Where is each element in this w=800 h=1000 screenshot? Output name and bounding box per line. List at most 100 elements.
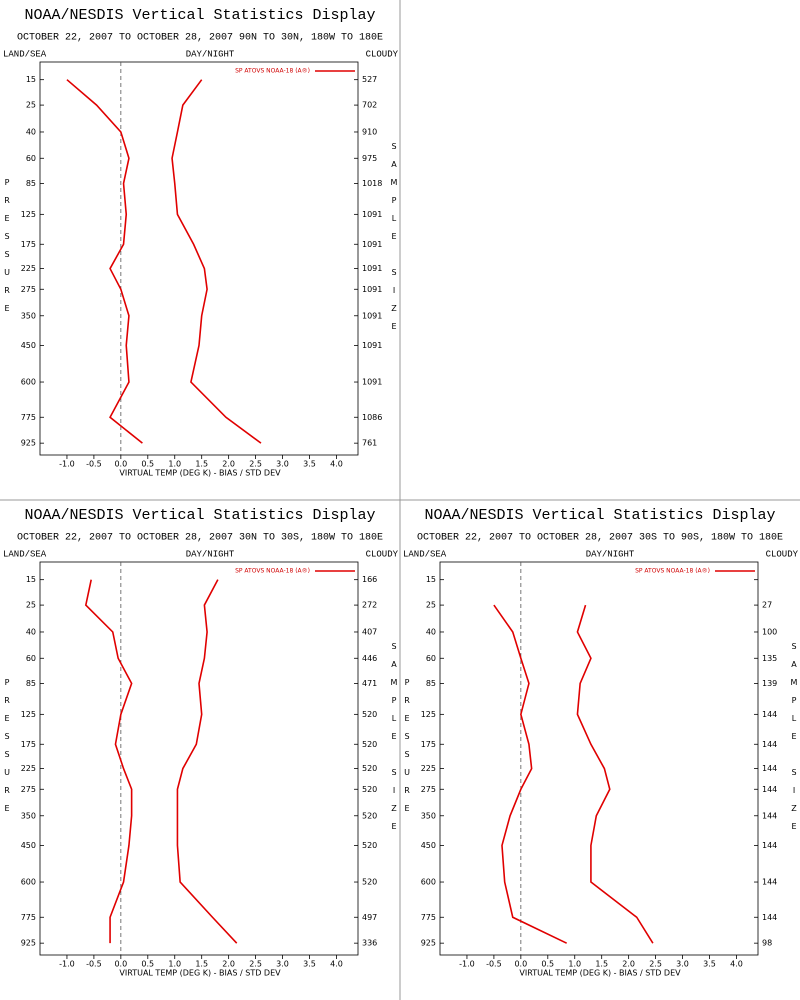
header-right: CLOUDY [366,49,399,59]
x-tick-label: 2.5 [249,960,262,969]
sample-size-label: 27 [762,601,772,610]
sample-size-label: 135 [762,654,777,663]
y-tick-label: 600 [21,378,36,387]
y-tick-label: 60 [26,654,36,663]
x-tick-label: -1.0 [459,960,475,969]
x-tick-label: 1.5 [195,960,208,969]
sample-size-label: 100 [762,627,777,636]
header-center: DAY/NIGHT [586,549,635,559]
header-center: DAY/NIGHT [186,49,235,59]
x-tick-label: 2.0 [222,460,235,469]
x-tick-label: 2.0 [622,960,635,969]
x-tick-label: 3.0 [276,960,289,969]
y-tick-label: 175 [21,240,36,249]
sample-size-label: 1091 [362,378,382,387]
profile-line [176,579,238,944]
chart-title: NOAA/NESDIS Vertical Statistics Display [24,507,375,524]
y-axis-label: PRESSURE [3,178,12,322]
y-tick-label: 350 [21,311,36,320]
header-left: LAND/SEA [3,49,47,59]
y-tick-label: 225 [21,764,36,773]
x-axis-label: VIRTUAL TEMP (DEG K) - BIAS / STD DEV [119,969,281,978]
y-tick-label: 600 [21,878,36,887]
sample-size-label: 336 [362,939,377,948]
y-tick-label: 775 [421,913,436,922]
x-tick-label: -1.0 [59,960,75,969]
sample-size-label: 144 [762,811,777,820]
x-tick-label: 1.0 [168,460,181,469]
panel: NOAA/NESDIS Vertical Statistics Display O… [3,507,399,978]
plot-frame [439,561,759,956]
sample-size-label: 1091 [362,210,382,219]
x-tick-label: 4.0 [330,960,343,969]
x-tick-label: -0.5 [86,960,102,969]
x-tick-label: 0.5 [541,960,554,969]
y-tick-label: 125 [421,710,436,719]
sample-size-label: 144 [762,764,777,773]
sample-size-label: 527 [362,75,377,84]
x-tick-label: 2.0 [222,960,235,969]
y-tick-label: 350 [21,811,36,820]
sample-size-label: 1091 [362,285,382,294]
y2-axis-label: SAMPLE SIZE [390,642,399,840]
y-tick-label: 85 [426,679,436,688]
y-tick-label: 925 [21,439,36,448]
header-right: CLOUDY [766,549,799,559]
x-axis-label: VIRTUAL TEMP (DEG K) - BIAS / STD DEV [519,969,681,978]
y-tick-label: 450 [21,841,36,850]
legend-label: SP ATOVS NOAA-18 (A®) [235,68,310,75]
sample-size-label: 520 [362,811,377,820]
sample-size-label: 520 [362,878,377,887]
x-tick-label: -0.5 [486,960,502,969]
y-tick-label: 225 [421,764,436,773]
y-tick-label: 85 [26,179,36,188]
y-tick-label: 350 [421,811,436,820]
y-tick-label: 225 [21,264,36,273]
sample-size-label: 1091 [362,240,382,249]
sample-size-label: 144 [762,841,777,850]
x-tick-label: 0.0 [114,460,127,469]
sample-size-label: 144 [762,878,777,887]
y-tick-label: 925 [21,939,36,948]
sample-size-label: 139 [762,679,777,688]
x-tick-label: 2.5 [649,960,662,969]
sample-size-label: 910 [362,127,377,136]
y-tick-label: 40 [26,627,36,636]
x-axis-label: VIRTUAL TEMP (DEG K) - BIAS / STD DEV [119,469,281,478]
y-tick-label: 275 [21,785,36,794]
y-tick-label: 15 [426,575,436,584]
sample-size-label: 98 [762,939,772,948]
y-tick-label: 600 [421,878,436,887]
sample-size-label: 446 [362,654,377,663]
y-tick-label: 15 [26,575,36,584]
y-tick-label: 40 [26,127,36,136]
legend-label: SP ATOVS NOAA-18 (A®) [635,568,710,575]
profile-line [66,79,143,444]
x-tick-label: -1.0 [59,460,75,469]
profile-line [171,79,262,444]
plot-frame [39,561,359,956]
y-tick-label: 60 [26,154,36,163]
x-tick-label: -0.5 [86,460,102,469]
y-tick-label: 25 [26,601,36,610]
x-tick-label: 1.0 [568,960,581,969]
profile-line [576,604,654,944]
y-tick-label: 175 [21,740,36,749]
y-tick-label: 175 [421,740,436,749]
sample-size-label: 520 [362,764,377,773]
sample-size-label: 520 [362,740,377,749]
sample-size-label: 761 [362,439,377,448]
sample-size-label: 1091 [362,264,382,273]
header-left: LAND/SEA [403,549,447,559]
profile-line [493,604,568,944]
x-tick-label: 3.5 [303,460,316,469]
y-tick-label: 85 [26,679,36,688]
y-tick-label: 125 [21,710,36,719]
sample-size-label: 407 [362,627,377,636]
sample-size-label: 520 [362,785,377,794]
x-tick-label: 0.0 [514,960,527,969]
y-axis-label: PRESSURE [3,678,12,822]
sample-size-label: 272 [362,601,377,610]
